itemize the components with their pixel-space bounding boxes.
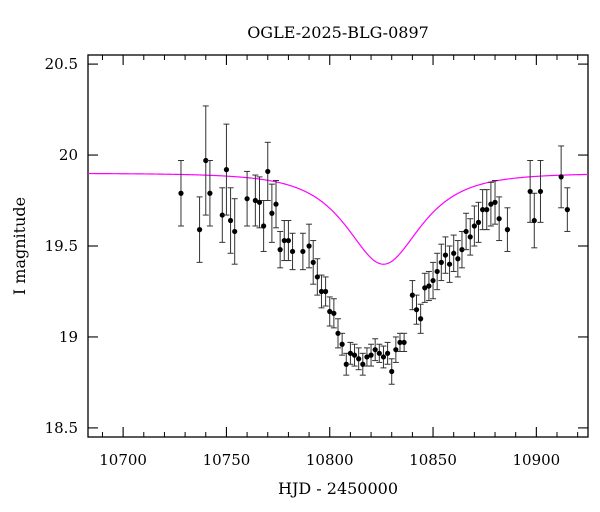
data-point xyxy=(471,223,477,229)
data-point xyxy=(496,216,502,222)
data-point xyxy=(455,256,461,262)
data-point xyxy=(558,174,564,180)
data-point xyxy=(261,223,267,229)
data-point xyxy=(480,207,486,213)
data-point xyxy=(318,288,325,295)
data-point xyxy=(269,210,275,216)
data-point xyxy=(451,250,457,256)
data-point xyxy=(314,274,320,280)
data-point xyxy=(389,368,395,375)
data-point xyxy=(178,190,184,196)
data-point xyxy=(331,310,337,316)
data-point xyxy=(537,188,544,195)
data-point xyxy=(401,339,407,346)
data-point xyxy=(196,227,203,233)
data-point xyxy=(438,259,444,265)
data-point xyxy=(564,207,570,213)
data-point xyxy=(323,288,329,295)
data-point xyxy=(256,199,263,205)
data-point xyxy=(531,217,537,224)
data-point xyxy=(364,354,370,360)
data-point xyxy=(409,292,415,298)
data-point xyxy=(219,212,225,218)
data-point xyxy=(527,188,533,195)
y-tick-label: 20.5 xyxy=(45,55,78,73)
x-tick-label: 10800 xyxy=(306,451,354,469)
data-point xyxy=(434,268,440,275)
data-point xyxy=(384,350,391,356)
data-point xyxy=(203,157,209,164)
data-point xyxy=(306,243,312,249)
data-point xyxy=(227,217,234,224)
data-point xyxy=(504,227,511,233)
data-point xyxy=(310,259,316,265)
data-point xyxy=(484,207,490,213)
data-point xyxy=(380,354,387,360)
data-point xyxy=(252,197,258,204)
x-tick-labels: 10700 10750 10800 10850 10900 xyxy=(99,451,560,469)
y-axis-label: I magnitude xyxy=(10,197,29,295)
data-point xyxy=(351,352,358,358)
data-point xyxy=(376,350,382,356)
data-point xyxy=(372,347,378,353)
data-point xyxy=(475,219,482,225)
plot-frame xyxy=(87,54,589,438)
data-point xyxy=(430,277,436,284)
y-tick-label: 20 xyxy=(59,146,78,164)
data-point xyxy=(422,285,428,291)
data-point xyxy=(232,228,238,235)
x-tick-label: 10850 xyxy=(409,451,457,469)
data-point xyxy=(463,228,469,235)
data-point xyxy=(244,196,250,202)
data-point xyxy=(223,167,230,173)
model-layer xyxy=(88,172,588,265)
data-point xyxy=(339,341,345,347)
data-point xyxy=(393,347,399,353)
data-point xyxy=(426,283,432,289)
data-point xyxy=(418,316,424,322)
data-point xyxy=(397,339,403,346)
data-point xyxy=(492,199,498,205)
data-point xyxy=(356,356,362,362)
x-tick-label: 10700 xyxy=(99,451,147,469)
data-point xyxy=(467,234,473,240)
y-tick-label: 19 xyxy=(59,328,78,346)
x-tick-label: 10900 xyxy=(512,451,560,469)
data-point xyxy=(488,201,494,207)
data-point xyxy=(273,201,279,207)
data-point xyxy=(207,190,213,196)
data-point xyxy=(281,237,287,244)
data-point xyxy=(360,361,366,367)
y-tick-label: 18.5 xyxy=(45,419,78,437)
data-point xyxy=(289,248,296,255)
major-ticks xyxy=(88,55,588,437)
minor-ticks xyxy=(101,55,579,437)
data-point xyxy=(300,248,306,255)
x-axis-label: HJD - 2450000 xyxy=(278,479,398,498)
data-point xyxy=(459,247,465,253)
data-point xyxy=(285,237,292,244)
data-point xyxy=(368,352,374,358)
data-layer xyxy=(177,105,571,385)
y-tick-labels: 18.5 19 19.5 20 20.5 xyxy=(45,55,78,437)
data-point xyxy=(335,330,341,336)
data-point xyxy=(277,247,283,253)
y-tick-label: 19.5 xyxy=(45,237,78,255)
data-point xyxy=(446,261,453,267)
x-tick-label: 10750 xyxy=(203,451,251,469)
data-point xyxy=(343,361,349,367)
data-point xyxy=(347,350,353,356)
data-point xyxy=(265,168,271,175)
data-point xyxy=(442,252,449,258)
data-point xyxy=(413,307,420,313)
data-point xyxy=(327,308,333,315)
chart-title: OGLE-2025-BLG-0897 xyxy=(247,23,429,42)
model-curve xyxy=(88,172,588,265)
